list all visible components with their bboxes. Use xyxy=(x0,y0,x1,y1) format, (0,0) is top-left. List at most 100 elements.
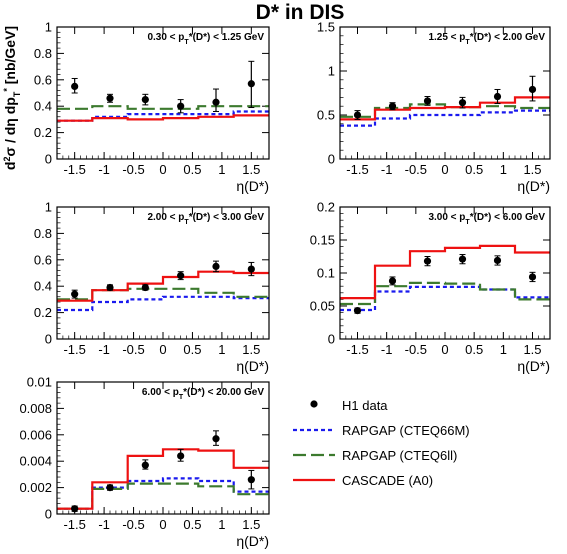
data-point xyxy=(458,96,467,109)
x-tick-label: 0.5 xyxy=(183,517,201,532)
data-point xyxy=(212,430,220,446)
panel-title: 2.00 < pT*(D*) < 3.00 GeV xyxy=(147,212,264,226)
y-tick-label: 0.6 xyxy=(34,72,52,87)
panel-frame xyxy=(339,26,551,160)
y-tick-label: 0.008 xyxy=(19,401,52,416)
y-tick-label: 0.01 xyxy=(27,375,52,390)
y-tick-label: 0.4 xyxy=(34,99,52,114)
panel-frame xyxy=(56,206,270,340)
y-tick-label: 0.05 xyxy=(310,299,335,314)
x-axis-label: η(D*) xyxy=(236,178,269,194)
x-tick-label: -0.5 xyxy=(405,342,427,357)
series-casc xyxy=(57,114,269,122)
x-tick-label: 1.5 xyxy=(523,162,541,177)
y-tick-label: 0.15 xyxy=(310,233,335,248)
y-tick-label: 0.6 xyxy=(34,252,52,267)
x-tick-label: 0.5 xyxy=(465,342,483,357)
x-tick-label: -1.5 xyxy=(63,342,85,357)
panel-title: 1.25 < pT*(D*) < 2.00 GeV xyxy=(428,32,545,46)
x-tick-label: 1.5 xyxy=(523,342,541,357)
x-tick-label: -0.5 xyxy=(405,162,427,177)
x-tick-label: 0 xyxy=(441,162,448,177)
x-tick-label: 0 xyxy=(441,342,448,357)
panel-title: 0.30 < pT*(D*) < 1.25 GeV xyxy=(147,32,264,46)
legend-entry-data: H1 data xyxy=(310,398,388,413)
legend-label: RAPGAP (CTEQ6ll) xyxy=(342,448,457,463)
legend: H1 data RAPGAP (CTEQ66M) RAPGAP (CTEQ6ll) C… xyxy=(293,398,470,488)
x-tick-label: 0 xyxy=(159,342,166,357)
data-point xyxy=(353,110,362,120)
legend-label: CASCADE (A0) xyxy=(342,473,433,488)
y-tick-label: 0.2 xyxy=(34,305,52,320)
series-rap66 xyxy=(57,295,269,312)
panel-3: -1.5 -1 -0.5 0 0.5 1 1.5 0 0.2 0.4 0.6 0.8 1 2.00 < p… xyxy=(34,200,270,374)
y-tick-label: 0.8 xyxy=(34,226,52,241)
y-tick-label: 1 xyxy=(328,64,335,79)
data-point xyxy=(493,88,502,105)
series-casc xyxy=(57,448,269,510)
x-tick-label: 1 xyxy=(500,162,507,177)
x-tick-label: 0.5 xyxy=(183,162,201,177)
x-axis-label: η(D*) xyxy=(517,358,550,374)
y-tick-label: 0 xyxy=(45,507,52,522)
data-point xyxy=(106,93,114,103)
x-tick-label: -1.5 xyxy=(346,342,368,357)
y-tick-label: 0.002 xyxy=(19,480,52,495)
y-tick-label: 1.5 xyxy=(317,20,335,35)
x-tick-label: 1 xyxy=(218,162,225,177)
x-tick-label: -0.5 xyxy=(122,162,144,177)
panel-title: 3.00 < pT*(D*) < 6.00 GeV xyxy=(428,212,545,226)
panel-title: 6.00 < pT*(D*) < 20.00 GeV xyxy=(142,387,264,401)
data-point xyxy=(528,75,537,102)
x-tick-label: 1.5 xyxy=(242,162,260,177)
x-tick-label: 1 xyxy=(500,342,507,357)
x-axis-label: η(D*) xyxy=(236,358,269,374)
x-tick-label: -1.5 xyxy=(346,162,368,177)
y-tick-label: 0 xyxy=(45,332,52,347)
x-tick-label: -0.5 xyxy=(122,517,144,532)
panel-frame xyxy=(339,206,551,340)
y-tick-label: 1 xyxy=(45,20,52,35)
x-tick-label: 1.5 xyxy=(242,517,260,532)
y-tick-label: 0.2 xyxy=(34,125,52,140)
panel-frame xyxy=(56,26,270,160)
x-tick-label: 0.5 xyxy=(465,162,483,177)
series-rap66 xyxy=(340,109,550,127)
x-tick-label: -1 xyxy=(98,342,110,357)
data-point xyxy=(141,93,149,106)
panel-1: -1.5 -1 -0.5 0 0.5 1 1.5 0 0.2 0.4 0.6 0.8 1 0.30 < p… xyxy=(34,20,270,194)
series-casc xyxy=(340,96,550,121)
data-point xyxy=(247,469,255,490)
data-point xyxy=(106,283,114,292)
y-tick-label: 0.8 xyxy=(34,46,52,61)
legend-label: RAPGAP (CTEQ66M) xyxy=(342,423,470,438)
x-tick-label: 1 xyxy=(218,342,225,357)
data-point xyxy=(493,255,502,266)
legend-entry-rap66: RAPGAP (CTEQ66M) xyxy=(293,423,470,438)
x-tick-label: -1 xyxy=(381,342,393,357)
x-tick-label: -1.5 xyxy=(63,162,85,177)
data-point xyxy=(423,256,432,267)
data-point xyxy=(71,77,79,94)
x-tick-label: 1 xyxy=(218,517,225,532)
y-tick-label: 0.1 xyxy=(317,266,335,281)
x-tick-label: 1.5 xyxy=(242,342,260,357)
x-axis-label: η(D*) xyxy=(517,178,550,194)
y-tick-label: 0 xyxy=(328,152,335,167)
series-casc xyxy=(57,270,269,302)
x-tick-label: -0.5 xyxy=(122,342,144,357)
y-tick-label: 0.4 xyxy=(34,279,52,294)
y-tick-label: 0 xyxy=(45,152,52,167)
x-tick-label: -1.5 xyxy=(63,517,85,532)
panel-4: -1.5 -1 -0.5 0 0.5 1 1.5 0 0.05 0.1 0.15 0.2 3.00 < … xyxy=(310,200,551,374)
data-point xyxy=(247,60,255,109)
data-point xyxy=(423,96,432,106)
data-point xyxy=(177,99,185,114)
data-point xyxy=(212,260,220,273)
panel-5: -1.5 -1 -0.5 0 0.5 1 1.5 0 0.002 0.004 0.006 0.008 0… xyxy=(19,375,270,549)
data-point xyxy=(212,88,220,112)
y-tick-label: 0 xyxy=(328,332,335,347)
series-rap6 xyxy=(57,482,269,510)
data-point xyxy=(106,484,114,492)
